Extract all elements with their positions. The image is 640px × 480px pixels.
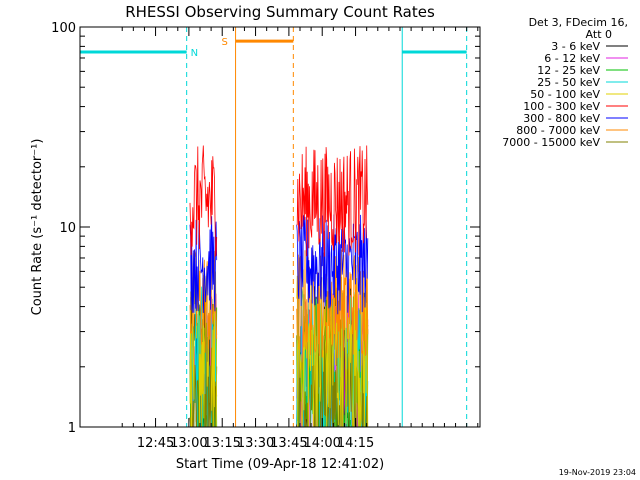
x-tick-label-7: 14:15 bbox=[337, 436, 374, 451]
chart-title: RHESSI Observing Summary Count Rates bbox=[125, 3, 435, 21]
legend-header-line-2: Att 0 bbox=[586, 28, 612, 41]
legend-label-5: 50 - 100 keV bbox=[530, 88, 600, 101]
y-tick-label-1: 1 bbox=[68, 421, 76, 436]
x-tick-label-6: 14:00 bbox=[303, 436, 340, 451]
legend-label-9: 7000 - 15000 keV bbox=[502, 136, 600, 149]
series-line-7-interval-1 bbox=[189, 216, 218, 314]
series-line-6-interval-1 bbox=[189, 145, 218, 257]
series-line-6-interval-2 bbox=[296, 145, 369, 257]
x-tick-label-3: 13:15 bbox=[203, 436, 240, 451]
y-axis-label: Count Rate (s⁻¹ detector⁻¹) bbox=[30, 139, 45, 316]
x-tick-label-5: 13:45 bbox=[270, 436, 307, 451]
y-tick-label-3: 100 bbox=[51, 21, 76, 36]
legend-label-1: 3 - 6 keV bbox=[551, 40, 600, 53]
x-tick-label-2: 13:00 bbox=[170, 436, 207, 451]
flag-label-1: N bbox=[191, 48, 198, 59]
legend-label-6: 100 - 300 keV bbox=[523, 100, 600, 113]
legend-label-3: 12 - 25 keV bbox=[537, 64, 600, 77]
legend-label-4: 25 - 50 keV bbox=[537, 76, 600, 89]
flag-label-2: S bbox=[222, 37, 228, 48]
footer-timestamp: 19-Nov-2019 23:04 bbox=[559, 468, 636, 477]
x-tick-label-4: 13:30 bbox=[237, 436, 274, 451]
legend-label-7: 300 - 800 keV bbox=[523, 112, 600, 125]
data-layer bbox=[189, 145, 369, 428]
legend-label-2: 6 - 12 keV bbox=[544, 52, 600, 65]
legend-header-line-1: Det 3, FDecim 16, bbox=[529, 16, 628, 29]
x-axis-label: Start Time (09-Apr-18 12:41:02) bbox=[176, 457, 384, 472]
y-tick-label-2: 10 bbox=[59, 221, 76, 236]
x-tick-label-1: 12:45 bbox=[137, 436, 174, 451]
legend-label-8: 800 - 7000 keV bbox=[516, 124, 600, 137]
